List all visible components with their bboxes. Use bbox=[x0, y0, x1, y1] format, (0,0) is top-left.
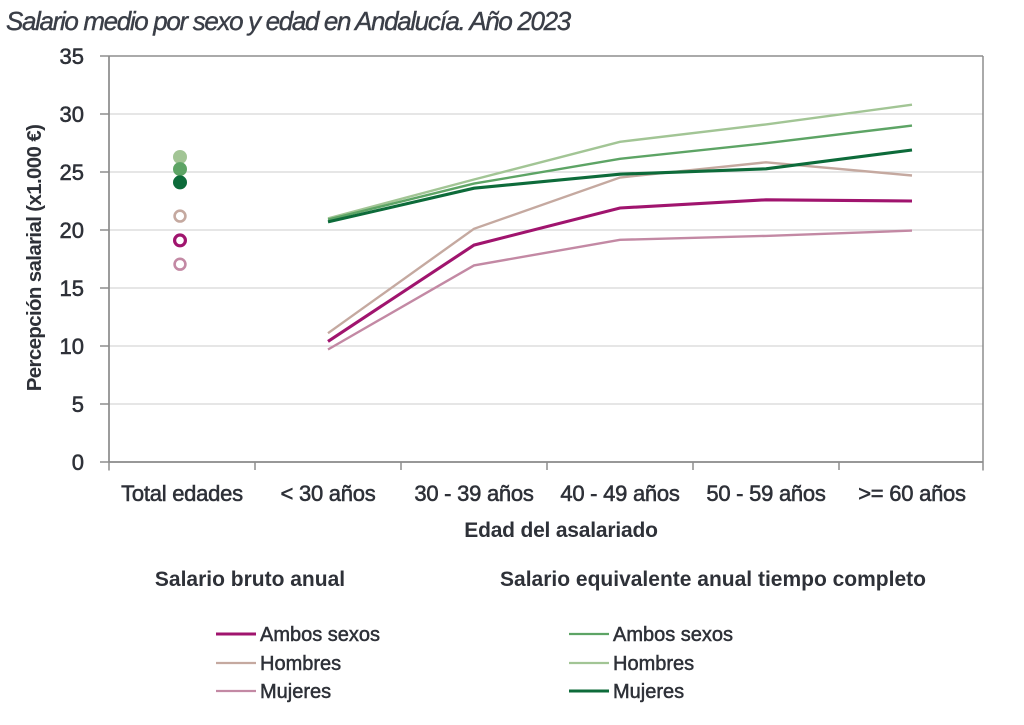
svg-text:Salario medio por sexo y edad: Salario medio por sexo y edad en Andaluc… bbox=[6, 6, 572, 36]
svg-text:Salario equivalente anual tiem: Salario equivalente anual tiempo complet… bbox=[500, 568, 926, 591]
svg-text:50 - 59 años: 50 - 59 años bbox=[706, 481, 826, 506]
svg-text:20: 20 bbox=[60, 218, 84, 243]
svg-text:< 30 años: < 30 años bbox=[281, 481, 376, 506]
svg-text:Hombres: Hombres bbox=[613, 653, 694, 675]
svg-text:30: 30 bbox=[60, 102, 84, 127]
svg-text:25: 25 bbox=[60, 160, 84, 185]
svg-text:15: 15 bbox=[60, 276, 84, 301]
svg-text:Edad del asalariado: Edad del asalariado bbox=[464, 519, 657, 542]
svg-text:0: 0 bbox=[72, 450, 84, 475]
svg-text:Mujeres: Mujeres bbox=[613, 681, 684, 703]
svg-text:Ambos sexos: Ambos sexos bbox=[260, 624, 380, 646]
svg-text:35: 35 bbox=[60, 44, 84, 69]
svg-text:40 - 49 años: 40 - 49 años bbox=[560, 481, 680, 506]
svg-text:Mujeres: Mujeres bbox=[260, 681, 331, 703]
svg-text:Hombres: Hombres bbox=[260, 653, 341, 675]
svg-text:Percepción salarial (x1.000 €): Percepción salarial (x1.000 €) bbox=[23, 125, 46, 392]
svg-text:10: 10 bbox=[60, 334, 84, 359]
svg-text:5: 5 bbox=[72, 392, 84, 417]
svg-text:Ambos sexos: Ambos sexos bbox=[613, 624, 733, 646]
svg-text:Total edades: Total edades bbox=[121, 481, 243, 506]
svg-text:Salario bruto anual: Salario bruto anual bbox=[155, 568, 345, 591]
svg-text:>= 60 años: >= 60 años bbox=[858, 481, 966, 506]
svg-text:30 - 39 años: 30 - 39 años bbox=[414, 481, 534, 506]
